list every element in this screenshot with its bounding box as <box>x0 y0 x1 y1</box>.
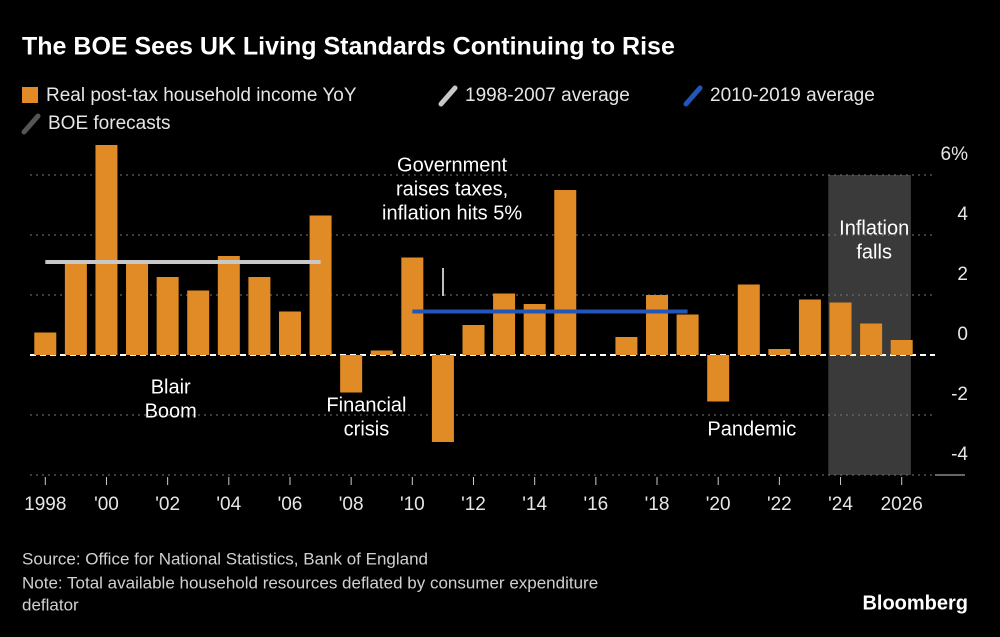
legend-label: 1998-2007 average <box>465 85 630 106</box>
x-tick-label: '00 <box>94 494 119 515</box>
chart-title: The BOE Sees UK Living Standards Continu… <box>22 33 675 61</box>
note: Note: Total available household resource… <box>22 573 598 592</box>
legend-label: Real post-tax household income YoY <box>46 85 357 106</box>
bar <box>401 257 424 355</box>
bar <box>187 290 210 355</box>
bar <box>737 284 760 355</box>
bar <box>34 332 57 355</box>
x-tick-label: '10 <box>400 494 425 515</box>
bar <box>217 256 240 355</box>
bar <box>126 260 149 355</box>
bar <box>370 350 393 355</box>
bar <box>829 302 852 355</box>
bar <box>493 293 516 355</box>
x-tick-label: '18 <box>645 494 670 515</box>
annotation: falls <box>856 241 892 263</box>
y-tick-label: 6% <box>941 144 969 165</box>
x-tick-label: '20 <box>706 494 731 515</box>
legend-swatch <box>22 87 38 103</box>
x-tick-label: 2026 <box>881 494 923 515</box>
bar <box>64 263 87 355</box>
annotation: Government <box>397 154 507 176</box>
x-tick-label: '12 <box>461 494 486 515</box>
y-tick-label: 0 <box>957 324 968 345</box>
annotation: inflation hits 5% <box>382 202 522 224</box>
bar <box>890 340 913 355</box>
x-tick-label: '16 <box>583 494 608 515</box>
y-tick-label: 4 <box>957 204 968 225</box>
annotation: Inflation <box>839 217 909 239</box>
x-tick-label: '06 <box>278 494 303 515</box>
bar <box>707 355 730 402</box>
legend-swatch <box>21 113 41 135</box>
bar <box>798 299 821 355</box>
bar <box>95 145 118 355</box>
bar <box>860 323 883 355</box>
legend-label: 2010-2019 average <box>710 85 875 106</box>
annotation: Financial <box>326 394 406 416</box>
x-tick-label: '08 <box>339 494 364 515</box>
x-tick-label: '24 <box>828 494 853 515</box>
bar <box>768 349 791 355</box>
x-tick-label: '04 <box>216 494 241 515</box>
bar <box>156 277 179 355</box>
bar <box>278 311 301 355</box>
bar <box>676 314 699 355</box>
annotation: Boom <box>145 400 197 422</box>
x-tick-label: '02 <box>155 494 180 515</box>
annotation: crisis <box>344 418 390 440</box>
y-tick-label: -4 <box>951 444 968 465</box>
legend-swatch <box>438 85 458 107</box>
note: deflator <box>22 595 79 614</box>
y-tick-label: -2 <box>951 384 968 405</box>
brand: Bloomberg <box>862 592 968 614</box>
annotation: raises taxes, <box>396 178 508 200</box>
bar <box>554 190 577 355</box>
x-tick-label: '14 <box>522 494 547 515</box>
annotation: Blair <box>151 376 191 398</box>
bar <box>248 277 271 355</box>
bar <box>340 355 363 393</box>
legend-swatch <box>683 85 703 107</box>
bar <box>462 325 485 355</box>
bar <box>431 355 454 442</box>
bar <box>309 215 332 355</box>
x-tick-label: 1998 <box>24 494 66 515</box>
y-tick-label: 2 <box>957 264 968 285</box>
x-tick-label: '22 <box>767 494 792 515</box>
bar <box>523 304 546 355</box>
bar <box>646 295 669 355</box>
source: Source: Office for National Statistics, … <box>22 549 428 568</box>
legend-label: BOE forecasts <box>48 113 171 134</box>
bar <box>615 337 638 355</box>
annotation: Pandemic <box>707 418 796 440</box>
